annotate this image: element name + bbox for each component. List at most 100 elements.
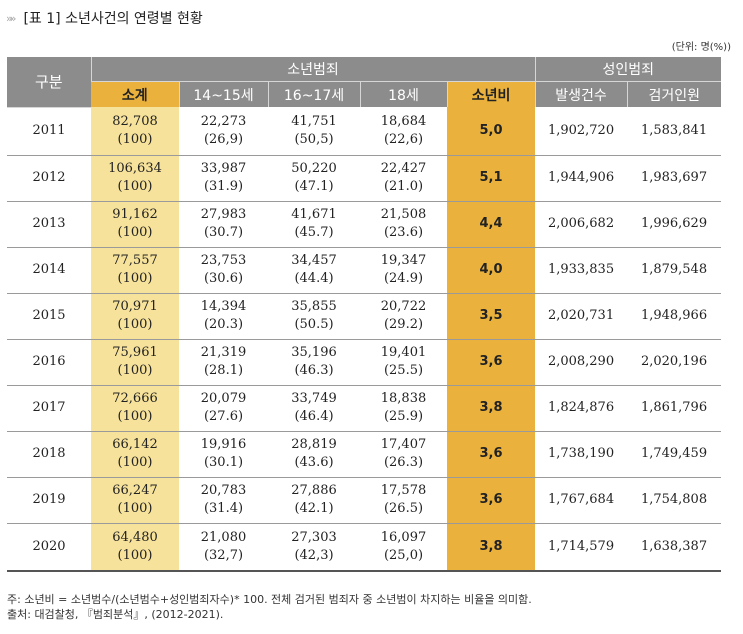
age-14-15-cell: 14,394 (20.3) [179, 293, 268, 340]
age-18-cell: 19,401 (25.5) [360, 339, 447, 386]
age-16-17-pct: (46.3) [294, 363, 334, 378]
subtotal-value: 64,480 [112, 529, 158, 545]
occurred-cell: 1,738,190 [535, 431, 628, 478]
subtotal-value: 91,162 [112, 207, 158, 222]
age-18-pct: (22,6) [383, 131, 424, 147]
table-row: 2011 82,708 (100) 22,273 (26,9) 41,751 (50,… [7, 107, 722, 156]
header-occurred: 발생건수 [534, 81, 628, 107]
year-cell: 2016 [7, 339, 91, 386]
age-18-cell: 18,684 (22,6) [360, 107, 447, 156]
occurred-cell: 1,933,835 [535, 247, 628, 294]
occurred-cell: 2,006,682 [535, 201, 628, 248]
occurred-cell: 1,944,906 [535, 155, 628, 202]
age-18-cell: 16,097 (25,0) [360, 523, 447, 572]
table-title-text: [표 1] 소년사건의 연령별 현황 [23, 11, 203, 27]
header-adult: 성인범죄 [534, 57, 722, 82]
subtotal-value: 82,708 [112, 113, 158, 129]
age-14-15-pct: (32,7) [203, 547, 244, 563]
subtotal-value: 77,557 [112, 253, 158, 268]
age-18-value: 19,401 [380, 345, 427, 360]
subtotal-cell: 91,162 (100) [91, 201, 179, 248]
chevron-marker-icon: »» [6, 11, 17, 25]
age-14-15-value: 27,983 [200, 207, 247, 222]
arrested-cell: 1,638,387 [627, 523, 722, 572]
age-18-value: 17,578 [380, 483, 427, 498]
subtotal-pct: (100) [117, 409, 153, 424]
ratio-cell: 5,1 [447, 155, 536, 202]
age-14-15-value: 33,987 [200, 161, 247, 176]
age-16-17-cell: 33,749 (46.4) [268, 385, 360, 432]
year-cell: 2020 [7, 523, 91, 572]
age-18-value: 19,347 [380, 253, 427, 268]
subtotal-value: 70,971 [112, 299, 158, 314]
age-16-17-value: 41,751 [291, 113, 337, 129]
age-14-15-pct: (30.7) [203, 225, 244, 240]
age-16-17-value: 34,457 [291, 253, 337, 268]
table-row: 2015 70,971 (100) 14,394 (20.3) 35,855 (50.… [7, 293, 722, 340]
age-14-15-pct: (30.1) [203, 455, 244, 470]
header-juvenile: 소년범죄 [90, 57, 536, 82]
subtotal-cell: 70,971 (100) [91, 293, 179, 340]
age-14-15-pct: (20.3) [203, 317, 244, 332]
age-16-17-cell: 27,303 (42,3) [268, 523, 360, 572]
age-18-value: 18,684 [380, 113, 427, 129]
arrested-cell: 1,948,966 [627, 293, 722, 340]
arrested-cell: 1,983,697 [627, 155, 722, 202]
table-row: 2019 66,247 (100) 20,783 (31.4) 27,886 (42.… [7, 477, 722, 524]
header-subtotal: 소계 [91, 81, 179, 107]
age-14-15-value: 14,394 [200, 299, 247, 314]
age-18-pct: (25.9) [383, 409, 424, 424]
age-14-15-cell: 20,783 (31.4) [179, 477, 268, 524]
header-ratio: 소년비 [446, 81, 536, 107]
juvenile-crime-table: 구분 소년범죄 성인범죄 소계 14~15세 16~17세 18세 소년비 발생… [7, 57, 722, 572]
table-row: 2017 72,666 (100) 20,079 (27.6) 33,749 (46.… [7, 385, 722, 432]
arrested-cell: 1,879,548 [627, 247, 722, 294]
age-18-pct: (26.5) [383, 501, 424, 516]
arrested-cell: 1,996,629 [627, 201, 722, 248]
arrested-cell: 1,754,808 [627, 477, 722, 524]
age-16-17-pct: (42,3) [294, 547, 334, 563]
header-age-16-17: 16~17세 [267, 81, 360, 107]
age-14-15-value: 20,783 [200, 483, 247, 498]
year-cell: 2017 [7, 385, 91, 432]
year-cell: 2012 [7, 155, 91, 202]
table-row: 2018 66,142 (100) 19,916 (30.1) 28,819 (43.… [7, 431, 722, 478]
age-16-17-cell: 41,751 (50,5) [268, 107, 360, 156]
ratio-cell: 3,6 [447, 431, 536, 478]
age-14-15-pct: (30.6) [203, 271, 244, 286]
subtotal-cell: 77,557 (100) [91, 247, 179, 294]
subtotal-pct: (100) [117, 317, 153, 332]
age-16-17-pct: (44.4) [294, 271, 334, 286]
age-14-15-cell: 33,987 (31.9) [179, 155, 268, 202]
subtotal-value: 106,634 [108, 161, 162, 176]
age-18-cell: 17,407 (26.3) [360, 431, 447, 478]
age-14-15-cell: 19,916 (30.1) [179, 431, 268, 478]
age-18-pct: (26.3) [383, 455, 424, 470]
age-18-cell: 17,578 (26.5) [360, 477, 447, 524]
arrested-cell: 2,020,196 [627, 339, 722, 386]
year-cell: 2013 [7, 201, 91, 248]
header-age-14-15: 14~15세 [178, 81, 268, 107]
age-16-17-value: 27,303 [291, 529, 337, 545]
source-text: 출처: 대검찰청, 『범죄분석』, (2012-2021). [7, 608, 224, 621]
table-row: 2013 91,162 (100) 27,983 (30.7) 41,671 (45.… [7, 201, 722, 248]
age-14-15-cell: 21,080 (32,7) [179, 523, 268, 572]
subtotal-cell: 75,961 (100) [91, 339, 179, 386]
table-title: »» [표 1] 소년사건의 연령별 현황 [6, 6, 203, 30]
age-14-15-pct: (31.4) [203, 501, 244, 516]
age-14-15-cell: 27,983 (30.7) [179, 201, 268, 248]
age-16-17-pct: (47.1) [294, 179, 334, 194]
ratio-cell: 4,0 [447, 247, 536, 294]
age-14-15-cell: 22,273 (26,9) [179, 107, 268, 156]
age-18-value: 20,722 [380, 299, 427, 314]
subtotal-pct: (100) [117, 501, 153, 516]
age-16-17-pct: (45.7) [294, 225, 334, 240]
age-18-cell: 20,722 (29.2) [360, 293, 447, 340]
unit-label: (단위: 명(%)) [671, 42, 731, 53]
subtotal-pct: (100) [117, 455, 153, 470]
age-16-17-value: 27,886 [291, 483, 337, 498]
subtotal-cell: 66,247 (100) [91, 477, 179, 524]
table-row: 2020 64,480 (100) 21,080 (32,7) 27,303 (42,… [7, 523, 722, 572]
age-18-value: 17,407 [380, 437, 427, 452]
subtotal-cell: 72,666 (100) [91, 385, 179, 432]
